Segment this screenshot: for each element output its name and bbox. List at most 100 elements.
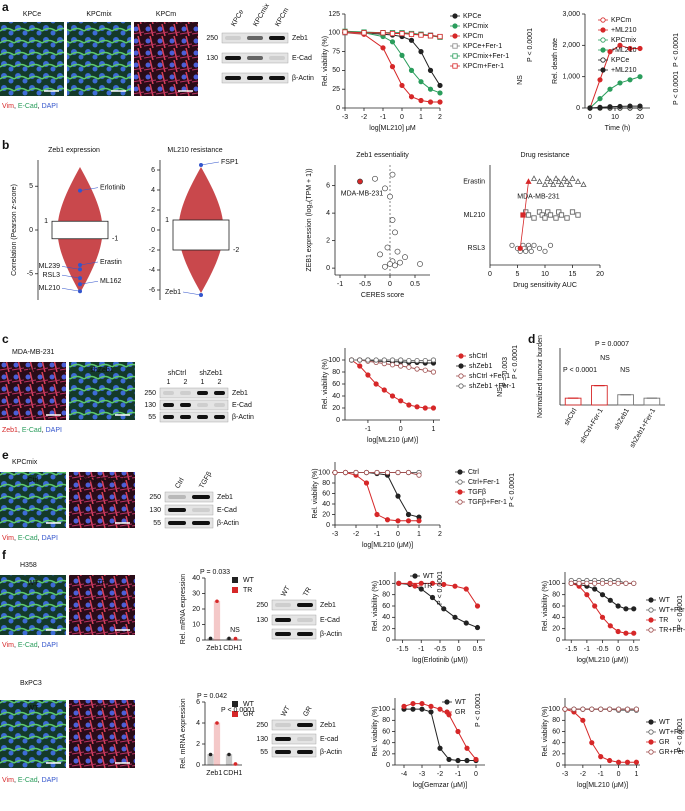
y-tick-label: 2 <box>151 207 155 214</box>
stain-legend: Vim, E-Cad, DAPI <box>2 103 58 110</box>
y-tick-label: RSL3 <box>467 245 485 252</box>
image-label: Ctrl <box>28 477 39 484</box>
point-label: ML210 <box>39 285 61 292</box>
y-tick-label: 60 <box>382 728 390 735</box>
marker <box>607 623 613 629</box>
point <box>392 262 398 269</box>
band-label: β-Actin <box>320 749 342 756</box>
legend-label: WT+Fer-1 <box>659 729 685 736</box>
legend-label: shCtrl <box>469 353 488 360</box>
y-tick-label: 100 <box>548 580 560 587</box>
marker <box>410 706 416 712</box>
legend-label: TR <box>659 617 668 624</box>
marker <box>624 759 631 765</box>
micrograph <box>69 700 135 768</box>
y-tick-label: 60 <box>382 603 390 610</box>
legend-marker <box>444 709 450 715</box>
marker <box>384 469 391 476</box>
marker <box>348 357 355 363</box>
marker <box>422 367 428 373</box>
marker <box>414 404 420 410</box>
marker <box>395 518 401 524</box>
stain: , <box>38 103 42 110</box>
marker <box>408 94 415 100</box>
marker <box>463 586 469 592</box>
marker <box>365 372 371 378</box>
band <box>163 403 174 407</box>
marker <box>633 759 640 765</box>
x-tick-label: -1 <box>418 646 424 653</box>
x-tick-label: 20 <box>596 271 604 278</box>
legend-label: KPCm <box>611 17 631 24</box>
stain: DAPI <box>42 777 58 784</box>
point <box>528 248 534 254</box>
y-tick-label: 0 <box>29 227 33 234</box>
marker <box>568 580 574 586</box>
marker <box>592 586 598 592</box>
lane-label: Ctrl <box>174 477 186 490</box>
x-tick-label: -1 <box>365 426 371 433</box>
legend-marker <box>457 479 463 485</box>
stat-annotation: P = 0.042 <box>197 693 227 700</box>
marker <box>365 357 371 363</box>
y-tick-label: 4 <box>326 210 330 217</box>
bar <box>617 394 634 406</box>
quartile-label: 1 <box>44 218 48 225</box>
y-tick-label: 0 <box>556 637 560 644</box>
point <box>382 185 388 192</box>
legend-marker <box>600 27 606 33</box>
y-tick-label: 25 <box>332 86 340 93</box>
marker <box>430 357 437 363</box>
marker <box>631 630 637 636</box>
y-tick-label: -4 <box>149 267 155 274</box>
stat-annotation: P < 0.0001 <box>673 71 680 105</box>
marker <box>599 614 606 620</box>
stain: , <box>14 642 18 649</box>
x-tick-label: CDH1 <box>223 645 242 652</box>
legend-marker <box>457 469 463 475</box>
x-tick-label: 1 <box>634 771 638 778</box>
marker <box>416 518 422 524</box>
marker <box>342 469 349 476</box>
marker <box>452 583 458 589</box>
y-tick-label: 125 <box>328 11 340 18</box>
point <box>525 212 532 218</box>
marker <box>441 581 447 588</box>
y-tick-label: -5 <box>27 271 33 278</box>
y-tick-label: Erastin <box>463 179 485 186</box>
band <box>197 403 208 407</box>
image-label: KPCe <box>23 11 41 18</box>
y-tick-label: 10 <box>192 621 200 628</box>
marker <box>399 82 405 89</box>
marker <box>363 480 370 486</box>
y-tick-label: 0 <box>386 637 390 644</box>
marker <box>474 603 481 609</box>
band-label: E-Cad <box>217 507 237 514</box>
point <box>564 215 570 221</box>
marker <box>607 580 613 586</box>
x-tick-label: 1 <box>419 114 423 121</box>
x-tick-label: -2 <box>580 771 586 778</box>
stat-annotation: NS <box>600 355 610 362</box>
marker <box>405 469 412 476</box>
stain: , <box>18 427 22 434</box>
mw-marker: 250 <box>256 602 268 609</box>
x-tick-label: -0.5 <box>434 646 446 653</box>
stain: , <box>38 642 42 649</box>
point-label: Erlotinib <box>100 184 125 191</box>
stat-annotation: P < 0.0001 <box>563 367 597 374</box>
marker <box>627 77 633 83</box>
y-tick-label: 0 <box>196 637 200 644</box>
chart-title: Drug resistance <box>520 152 569 159</box>
marker <box>429 594 436 601</box>
cell-line: BxPC3 <box>20 680 42 687</box>
mw-marker: 250 <box>256 722 268 729</box>
cell-line: KPCmix <box>12 459 38 466</box>
x-tick-label: -1 <box>598 771 604 778</box>
legend-label: TR <box>423 583 432 590</box>
pointer <box>61 274 81 279</box>
band <box>297 603 313 607</box>
marker <box>427 99 434 105</box>
y-tick-label: 100 <box>328 357 340 364</box>
marker <box>598 706 604 712</box>
